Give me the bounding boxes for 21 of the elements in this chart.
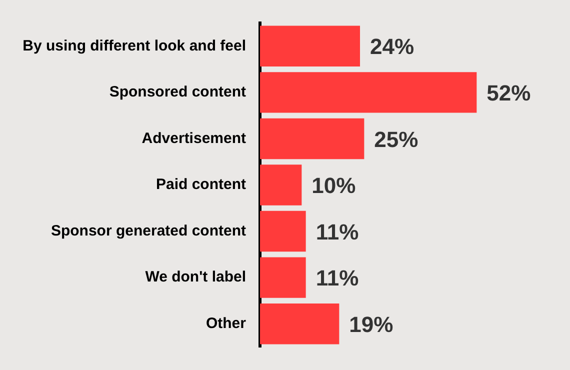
- data-label: 24%: [370, 34, 414, 60]
- bar: [260, 210, 306, 252]
- data-label: 19%: [349, 312, 394, 337]
- bar: [260, 72, 477, 113]
- bar: [260, 257, 306, 298]
- y-tick-label: Paid content: [156, 176, 246, 194]
- data-label: 25%: [374, 126, 418, 152]
- bar: [260, 118, 364, 160]
- y-tick-label: Sponsor generated content: [50, 222, 246, 240]
- bar: [260, 164, 302, 206]
- y-tick-label: Advertisement: [142, 130, 246, 147]
- bar: [260, 303, 340, 344]
- y-tick-label: Sponsored content: [109, 84, 246, 101]
- y-tick-label: Other: [206, 315, 246, 332]
- data-label: 11%: [316, 219, 359, 244]
- y-tick-label: We don't label: [145, 268, 246, 286]
- data-label: 10%: [312, 173, 356, 198]
- bar: [260, 26, 360, 67]
- y-tick-label: By using different look and feel: [22, 37, 246, 54]
- data-label: 11%: [316, 266, 359, 291]
- data-label: 52%: [486, 80, 531, 106]
